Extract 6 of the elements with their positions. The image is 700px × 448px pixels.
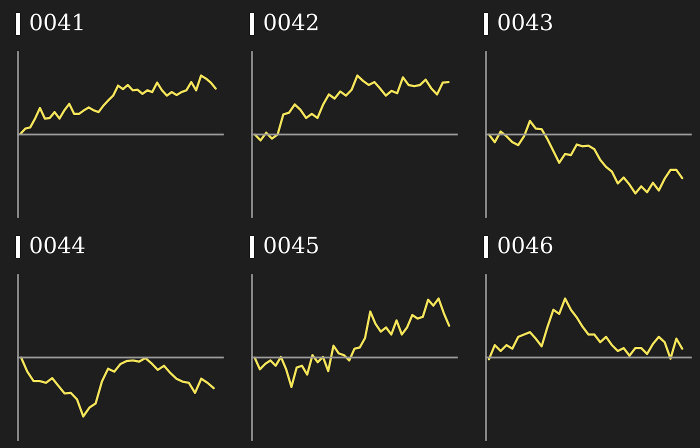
chart-title: 0043: [498, 14, 552, 30]
chart-title: 0044: [30, 236, 84, 254]
chart-title: 0042: [264, 14, 318, 30]
chart-title: 0045: [264, 236, 318, 254]
chart-title: 0046: [498, 236, 552, 254]
chart-title: 0041: [30, 14, 82, 30]
